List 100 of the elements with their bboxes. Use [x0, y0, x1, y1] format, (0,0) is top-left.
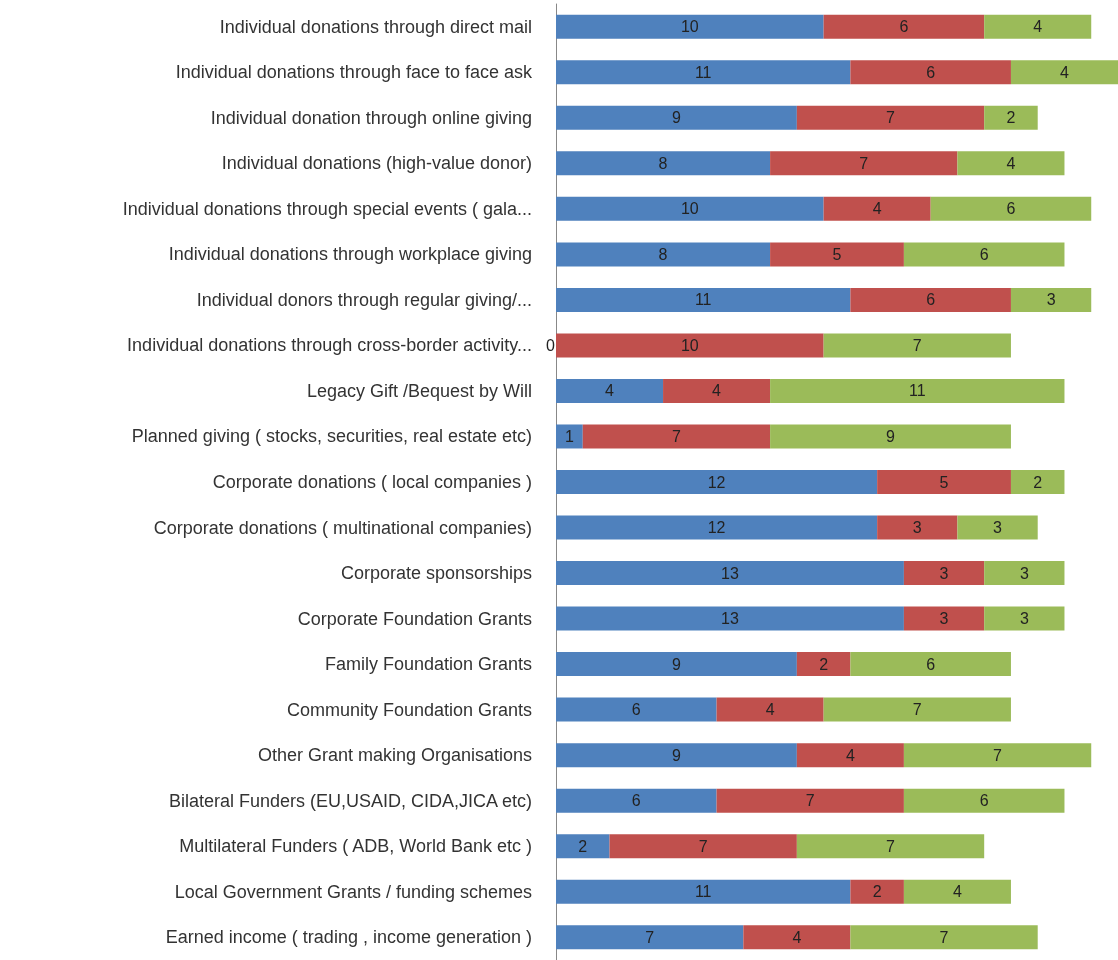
data-label: 7	[993, 746, 1003, 764]
bar	[957, 151, 1065, 176]
bar	[903, 561, 985, 586]
y-tick-label: Legacy Gift /Bequest by Will	[306, 380, 532, 401]
bar	[930, 196, 1092, 221]
data-label: 3	[1046, 291, 1056, 309]
bar	[556, 788, 717, 813]
data-label: 7	[886, 837, 896, 855]
data-label: 11	[694, 291, 712, 309]
bar	[556, 196, 824, 221]
data-label: 12	[707, 473, 726, 491]
data-label: 11	[908, 382, 926, 400]
bar	[556, 879, 851, 904]
y-tick-label: Corporate donations ( multinational companies)	[153, 517, 532, 538]
bar	[903, 788, 1065, 813]
bar	[850, 652, 1011, 677]
bar	[556, 14, 824, 39]
y-tick-label: Individual donations (high-value donor)	[221, 153, 532, 174]
bar	[556, 287, 851, 312]
data-label: 9	[671, 746, 681, 764]
data-label: 4	[712, 382, 722, 400]
bar	[556, 697, 717, 722]
data-label: 5	[939, 473, 949, 491]
data-label: 1	[564, 427, 574, 445]
y-tick-label: Corporate Foundation Grants	[297, 608, 532, 629]
bar	[1010, 287, 1092, 312]
y-tick-label: Other Grant making Organisations	[257, 745, 532, 766]
bar	[796, 743, 904, 768]
y-tick-label: Individual donations through special events ( gala...	[122, 198, 532, 219]
y-tick-label: Family Foundation Grants	[324, 654, 532, 675]
data-label: 6	[631, 701, 641, 719]
data-label: 10	[680, 18, 699, 36]
bar	[770, 242, 904, 267]
bar	[1010, 60, 1118, 85]
data-label: 11	[694, 63, 712, 81]
data-label: 7	[912, 701, 922, 719]
data-label: 4	[1033, 18, 1043, 36]
data-label: 3	[939, 564, 949, 582]
data-label: 7	[886, 109, 896, 127]
data-label: 6	[899, 18, 909, 36]
data-label: 2	[819, 655, 829, 673]
data-label: 7	[671, 427, 681, 445]
y-tick-label: Local Government Grants / funding schemes	[174, 881, 532, 902]
data-label: 6	[631, 792, 641, 810]
data-label: 6	[926, 655, 936, 673]
data-label: 6	[1006, 200, 1016, 218]
data-label: 2	[1006, 109, 1016, 127]
data-label: 9	[886, 427, 896, 445]
data-label: 4	[952, 883, 962, 901]
data-label: 4	[792, 928, 802, 946]
bar	[556, 515, 878, 540]
bar	[850, 879, 904, 904]
bar	[556, 470, 878, 494]
bar	[716, 697, 824, 722]
bar	[877, 470, 1011, 494]
bar	[823, 196, 931, 221]
bar	[903, 743, 1092, 768]
bar	[556, 743, 797, 768]
data-label: 6	[979, 792, 989, 810]
bar	[850, 287, 1011, 312]
data-label: 8	[658, 154, 668, 172]
bar	[984, 105, 1038, 130]
bar	[556, 242, 771, 267]
data-label: 13	[721, 564, 739, 582]
bar	[850, 60, 1011, 85]
y-tick-label: Corporate sponsorships	[340, 563, 532, 584]
bar	[556, 378, 664, 403]
data-label: 3	[1019, 564, 1029, 582]
bar	[984, 561, 1065, 586]
bar	[823, 697, 1011, 722]
data-label: 13	[721, 610, 739, 628]
y-tick-label: Individual donations through face to face ask	[175, 62, 533, 83]
data-label: 6	[979, 245, 989, 263]
bar	[770, 378, 1065, 403]
bar	[556, 925, 744, 950]
bar	[796, 652, 851, 677]
data-label: 4	[1060, 63, 1070, 81]
data-label: 4	[845, 746, 855, 764]
bar	[770, 151, 958, 176]
data-label: 2	[872, 883, 882, 901]
bar	[556, 606, 904, 631]
bar	[556, 561, 904, 586]
bar	[903, 242, 1065, 267]
data-label: 7	[645, 928, 655, 946]
bar	[556, 652, 797, 677]
bar	[903, 879, 1011, 904]
y-tick-label: Corporate donations ( local companies )	[212, 472, 532, 492]
y-tick-label: Multilateral Funders ( ADB, World Bank etc )	[179, 836, 532, 857]
data-label: 3	[912, 519, 922, 537]
data-label: 0	[546, 336, 556, 354]
y-tick-label: Individual donations through direct mail	[219, 16, 532, 37]
bar	[957, 515, 1038, 540]
data-label: 2	[578, 837, 588, 855]
bar	[796, 834, 985, 859]
y-tick-label: Individual donors through regular giving/...	[196, 289, 532, 310]
y-tick-label: Individual donation through online giving	[210, 107, 532, 128]
data-label: 8	[658, 245, 668, 263]
data-label: 6	[926, 63, 936, 81]
data-label: 3	[1019, 610, 1029, 628]
data-label: 7	[698, 837, 708, 855]
